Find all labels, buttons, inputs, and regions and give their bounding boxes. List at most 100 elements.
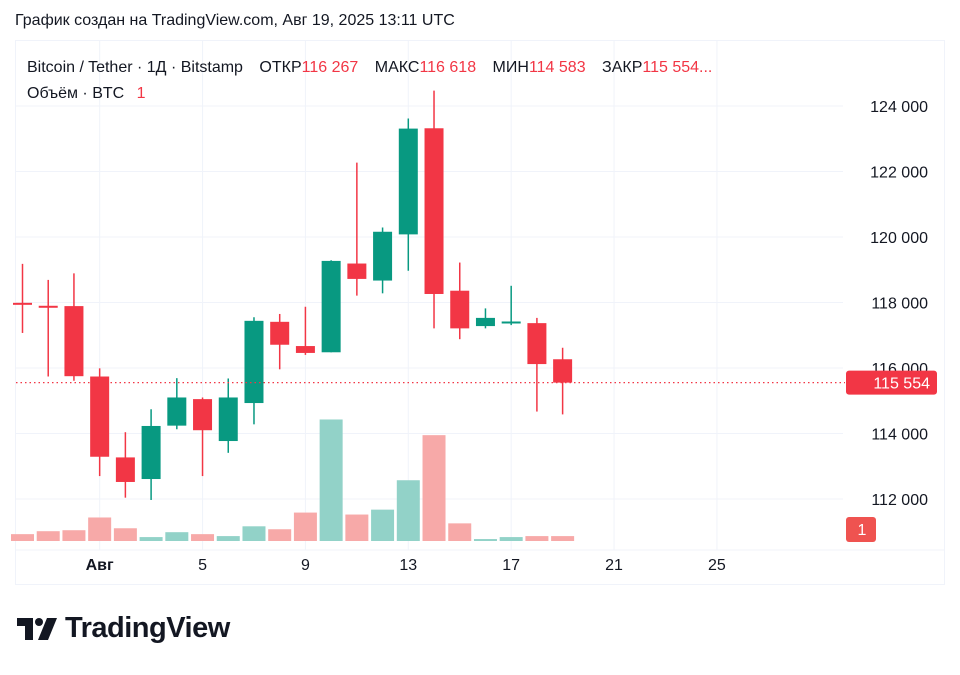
candle <box>424 90 444 329</box>
candle-body <box>244 320 264 404</box>
last-volume-badge <box>846 517 876 542</box>
candle <box>501 285 521 326</box>
candle-body <box>13 302 32 305</box>
candle <box>13 263 32 333</box>
candle <box>527 317 547 412</box>
volume-bar <box>216 536 240 541</box>
price-axis-label: 124 000 <box>870 99 928 116</box>
candle <box>553 347 573 415</box>
price-axis-label: 122 000 <box>870 165 928 182</box>
candle <box>38 279 58 377</box>
candle <box>321 260 341 353</box>
candle-body <box>321 260 341 353</box>
volume-bar <box>62 530 86 541</box>
tradingview-logo[interactable]: TradingView <box>17 612 230 645</box>
candle-body <box>90 376 110 457</box>
candle-body <box>527 323 547 365</box>
volume-bar <box>191 534 215 541</box>
candle <box>64 273 84 381</box>
volume-bar <box>293 512 317 541</box>
volume-bar <box>371 509 395 541</box>
candle <box>373 227 393 294</box>
volume-bar <box>88 517 112 541</box>
chart-caption: График создан на TradingView.com, Авг 19… <box>15 12 455 29</box>
candle <box>450 262 470 340</box>
candle-body <box>475 317 495 327</box>
time-axis-label: 5 <box>198 557 207 574</box>
volume-bar <box>36 531 60 541</box>
volume-bar <box>422 435 446 541</box>
candle-body <box>347 263 367 279</box>
tradingview-logo-icon <box>17 617 57 640</box>
price-axis-label: 120 000 <box>870 230 928 247</box>
candle <box>193 397 213 477</box>
time-axis-label: 17 <box>502 557 520 574</box>
candle-body <box>553 359 573 383</box>
candle <box>141 409 161 500</box>
candle <box>270 313 290 370</box>
time-axis-label: 21 <box>605 557 623 574</box>
candle <box>398 118 418 271</box>
time-axis-label: 9 <box>301 557 310 574</box>
price-axis-label: 114 000 <box>871 427 928 444</box>
candle-body <box>450 290 470 329</box>
candle-body <box>424 128 444 294</box>
candle-body <box>115 457 135 482</box>
volume-bar <box>448 523 472 541</box>
volume-bar <box>473 539 497 541</box>
candle <box>347 162 367 296</box>
low-value: 114 583 <box>528 59 586 76</box>
price-axis-label: 118 000 <box>871 296 928 313</box>
volume-bar <box>396 480 420 541</box>
volume-value: 1 <box>136 85 146 102</box>
chart-panel[interactable] <box>15 40 945 585</box>
candle-body <box>295 346 315 353</box>
legend-row-price: Bitcoin / Tether · 1Д · Bitstamp ОТКР116… <box>27 55 712 81</box>
candle-body <box>141 425 161 480</box>
time-axis-label: Авг <box>86 557 114 574</box>
high-value: 116 618 <box>419 59 477 76</box>
volume-bar <box>139 537 163 541</box>
low-label: МИН <box>492 59 529 76</box>
candle-body <box>373 231 393 281</box>
candle-body <box>270 321 290 345</box>
open-label: ОТКР <box>259 59 302 76</box>
volume-bar <box>11 534 34 541</box>
volume-bar <box>113 528 137 541</box>
candle-body <box>193 399 213 431</box>
last-price-label: 115 554 <box>873 376 930 393</box>
volume-label[interactable]: Объём · BTC <box>27 85 125 102</box>
candle-body <box>501 321 521 324</box>
candle <box>295 306 315 355</box>
candle-body <box>218 397 238 442</box>
volume-bar <box>345 514 369 541</box>
legend-row-volume: Объём · BTC 1 <box>27 81 712 107</box>
volume-bar <box>499 537 523 541</box>
volume-bar <box>319 419 343 541</box>
symbol-label[interactable]: Bitcoin / Tether · 1Д · Bitstamp <box>27 59 243 76</box>
candle <box>475 308 495 329</box>
volume-bar <box>268 529 292 541</box>
chart-legend: Bitcoin / Tether · 1Д · Bitstamp ОТКР116… <box>27 55 712 107</box>
time-axis-label: 25 <box>708 557 726 574</box>
high-label: МАКС <box>374 59 420 76</box>
volume-bar <box>242 526 266 541</box>
time-axis-label: 13 <box>399 557 417 574</box>
candle-body <box>398 128 418 235</box>
logo-text: TradingView <box>65 612 230 644</box>
close-value: 115 554... <box>642 59 713 76</box>
last-volume-label: 1 <box>858 522 867 539</box>
price-axis-label: 112 000 <box>871 492 928 509</box>
candle-body <box>38 305 58 308</box>
candle <box>218 378 238 453</box>
close-label: ЗАКР <box>602 59 643 76</box>
open-value: 116 267 <box>301 59 359 76</box>
candle <box>90 368 110 477</box>
candle-body <box>167 397 187 426</box>
volume-bar <box>551 536 575 541</box>
volume-bar <box>525 536 549 541</box>
candle <box>244 317 264 425</box>
candle-body <box>64 306 84 377</box>
candle <box>167 378 187 430</box>
